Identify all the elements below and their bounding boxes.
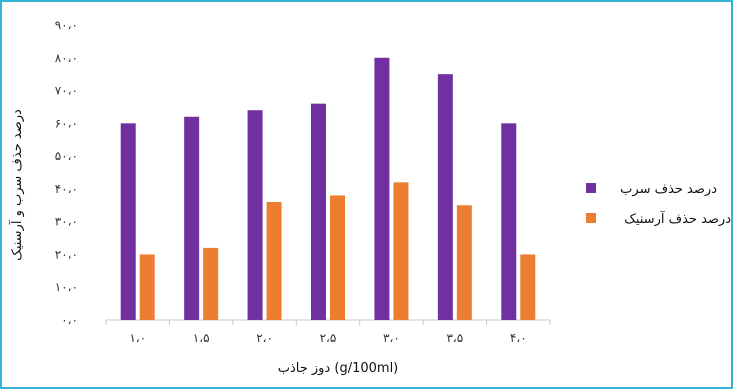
bar-lead-removal [501,123,517,320]
x-tick-label: ۴،۰ [510,331,527,345]
y-tick-label: ۰،۰ [61,313,78,327]
x-tick-label: ۲،۰ [256,331,273,345]
y-axis-ticks: ۰،۰ ۱۰،۰ ۲۰،۰ ۳۰،۰ ۴۰،۰ ۵۰،۰ ۶۰،۰ ۷۰،۰ ۸۰،۰ ۹۰،۰ [55,18,78,327]
bar-arsenic-removal [266,202,282,320]
y-tick-label: ۴۰،۰ [55,182,78,196]
x-tick-label: ۳،۰ [383,331,400,345]
bar-lead-removal [247,110,263,320]
bar-lead-removal [184,116,200,321]
y-tick-label: ۹۰،۰ [55,18,78,32]
x-axis [105,319,551,325]
y-tick-label: ۱۰،۰ [55,280,78,294]
bar-arsenic-removal [139,254,155,320]
x-tick-label: ۲،۵ [320,331,337,345]
bar-lead-removal [120,123,136,320]
y-tick-label: ۵۰،۰ [55,149,78,163]
y-tick-label: ۷۰،۰ [55,84,78,98]
y-tick-label: ۶۰،۰ [55,116,78,130]
bar-arsenic-removal [330,195,345,320]
legend-swatch-arsenic [586,213,596,223]
x-axis-ticks: ۱،۰ ۱،۵ ۲،۰ ۲،۵ ۳،۰ ۳،۵ ۴،۰ [129,331,526,345]
bar-lead-removal [311,103,326,321]
bar-arsenic-removal [393,182,409,320]
x-tick-label: ۱،۰ [129,331,146,345]
bar-arsenic-removal [456,205,472,320]
legend-label-lead: درصد حذف سرب [620,182,717,197]
bar-arsenic-removal [520,254,536,320]
legend-label-arsenic: درصد حذف آرسنیک [624,210,731,227]
x-tick-label: ۱،۵ [193,331,210,345]
bar-lead-removal [437,74,453,321]
bars [120,57,536,321]
y-tick-label: ۳۰،۰ [55,215,78,229]
y-axis-title: درصد حذف سرب و آرسنیک [8,109,25,261]
bar-lead-removal [374,57,390,321]
x-axis-title: دوز جاذب (g/100ml) [278,361,399,376]
y-tick-label: ۸۰،۰ [55,51,78,65]
legend-swatch-lead [586,183,596,193]
y-tick-label: ۲۰،۰ [55,247,78,261]
legend: درصد حذف سرب درصد حذف آرسنیک [586,182,731,227]
bar-arsenic-removal [203,247,219,320]
x-tick-label: ۳،۵ [446,331,463,345]
